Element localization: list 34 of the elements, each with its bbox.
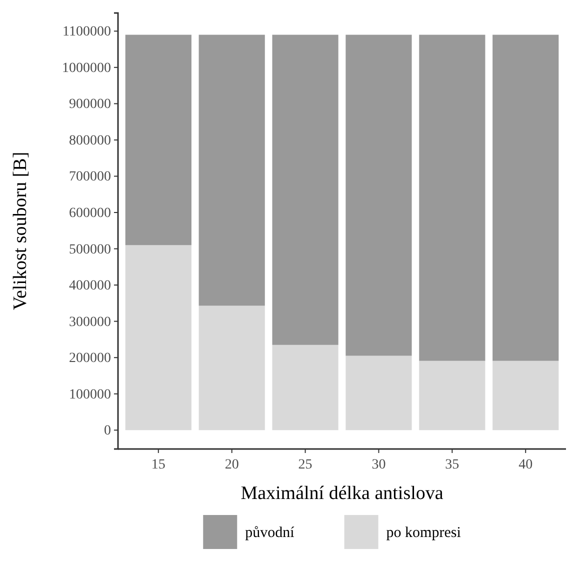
y-tick-label: 800000 xyxy=(69,133,111,148)
y-tick-label: 100000 xyxy=(69,387,111,402)
y-tick-label: 300000 xyxy=(69,314,111,330)
bar xyxy=(198,34,265,306)
x-tick-label: 40 xyxy=(518,458,533,473)
bar xyxy=(272,344,338,430)
bar xyxy=(419,34,486,361)
y-tick-label: 500000 xyxy=(69,242,111,258)
x-tick-label: 30 xyxy=(372,458,386,473)
y-tick-label: 600000 xyxy=(69,206,111,221)
bar xyxy=(346,356,412,430)
y-tick-label: 200000 xyxy=(69,351,111,366)
bar xyxy=(272,34,338,345)
legend-label: původní xyxy=(245,525,296,541)
x-axis-title: Maximální délka antislova xyxy=(240,483,444,504)
bar xyxy=(125,34,192,246)
y-tick-label: 0 xyxy=(104,424,111,439)
x-tick-label: 20 xyxy=(224,458,239,473)
x-tick-label: 15 xyxy=(151,458,166,473)
x-tick-label: 25 xyxy=(298,458,312,473)
bar xyxy=(492,34,559,361)
legend-label: po kompresi xyxy=(386,525,461,541)
y-tick-label: 1000000 xyxy=(62,60,111,76)
bar xyxy=(125,245,192,430)
x-tick-label: 35 xyxy=(445,458,460,473)
y-tick-label: 900000 xyxy=(69,97,111,112)
y-tick-label: 400000 xyxy=(69,278,111,294)
bar xyxy=(198,306,265,430)
bar xyxy=(419,360,486,430)
y-tick-label: 1100000 xyxy=(62,24,111,40)
y-axis-title: Velikost souboru [B] xyxy=(10,152,31,310)
y-tick-label: 700000 xyxy=(69,170,111,185)
bar xyxy=(346,34,412,356)
bar xyxy=(492,360,559,430)
